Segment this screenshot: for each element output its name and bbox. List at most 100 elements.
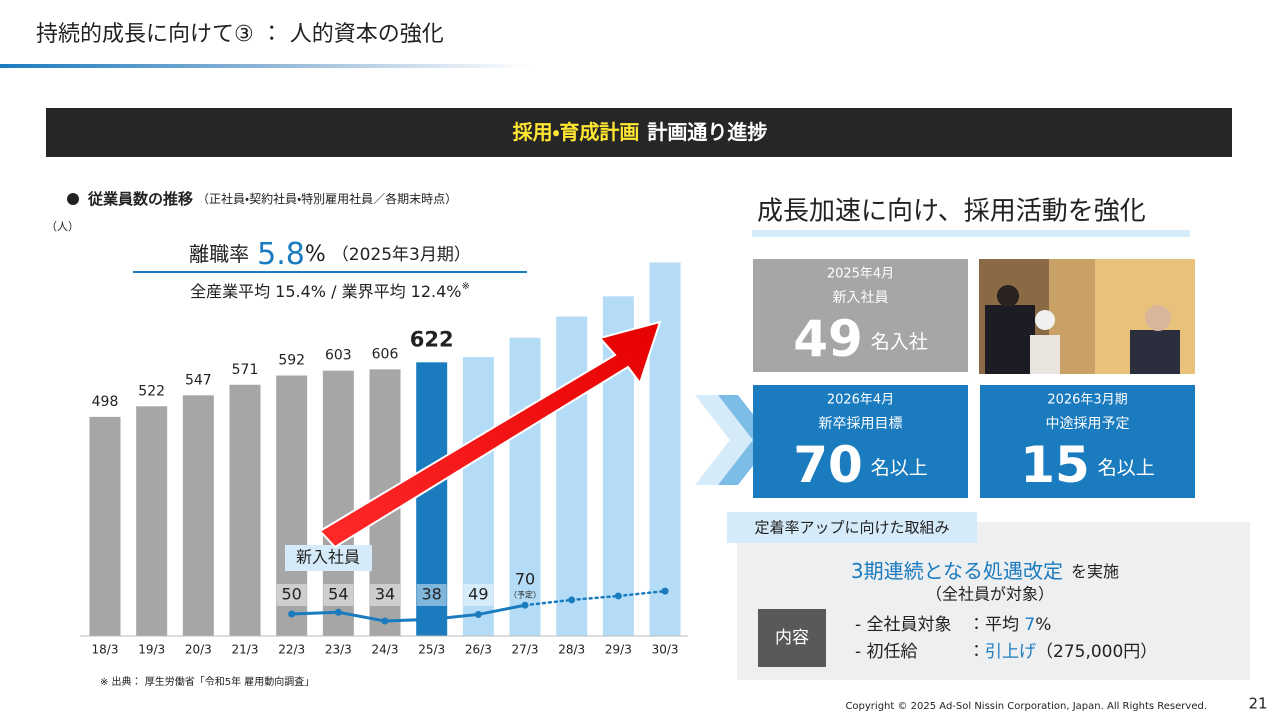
card-unit: 名以上 bbox=[871, 457, 928, 479]
bar-value-label: 571 bbox=[232, 362, 259, 378]
slide-title: 持続的成長に向けて③ ： 人的資本の強化 bbox=[36, 22, 444, 47]
line-point bbox=[334, 608, 342, 616]
item-name: - 全社員対象 bbox=[855, 615, 952, 635]
photo-podium bbox=[1030, 335, 1060, 374]
line-point bbox=[474, 610, 482, 618]
x-tick-label: 20/3 bbox=[185, 643, 212, 657]
line-segment bbox=[336, 610, 387, 623]
bar bbox=[416, 362, 448, 636]
item-detail: ：平均 7% bbox=[968, 615, 1051, 635]
series-label: 新入社員 bbox=[296, 548, 360, 567]
line-label-bg bbox=[370, 584, 401, 606]
recruiting-heading: 成長加速に向け、採用活動を強化 bbox=[757, 197, 1146, 227]
retention-rule bbox=[133, 271, 527, 273]
line-note: （予定） bbox=[509, 591, 541, 600]
banner-status: 計画通り進捗 bbox=[647, 120, 767, 144]
card-figure: 49 名入社 bbox=[793, 310, 928, 368]
line-point bbox=[381, 617, 389, 625]
retention-comparison: 全産業平均 15.4% / 業界平均 12.4% bbox=[190, 282, 461, 301]
card-period: 2026年3月期 bbox=[1047, 393, 1127, 408]
x-tick-label: 23/3 bbox=[325, 643, 352, 657]
item-part: 7 bbox=[1024, 615, 1035, 635]
item-part: （275,000円） bbox=[1036, 642, 1157, 662]
x-tick-label: 25/3 bbox=[418, 643, 445, 657]
bar-value-label: 622 bbox=[410, 327, 454, 351]
item-part: ： bbox=[968, 642, 985, 662]
card-label: 中途採用予定 bbox=[1046, 416, 1130, 432]
bar bbox=[556, 316, 588, 636]
bar bbox=[509, 337, 541, 636]
bar bbox=[229, 384, 261, 636]
card bbox=[980, 385, 1195, 498]
bar bbox=[649, 262, 681, 636]
copyright: Copyright © 2025 Ad-Sol Nissin Corporati… bbox=[845, 701, 1207, 712]
measures-tag-bg bbox=[727, 512, 977, 543]
item-part: ：平均 bbox=[968, 615, 1024, 635]
banner-text: 採用・育成計画 計画通り進捗 bbox=[513, 120, 768, 144]
series-label-bg bbox=[285, 545, 372, 571]
bar bbox=[89, 416, 121, 636]
item-name: - 初任給 bbox=[855, 642, 918, 662]
card-unit: 名入社 bbox=[871, 331, 928, 353]
photo-flowers bbox=[1035, 310, 1055, 330]
bullet bbox=[67, 193, 79, 205]
banner bbox=[46, 108, 1232, 157]
retention-value: 5.8 bbox=[257, 237, 305, 272]
x-tick-label: 18/3 bbox=[92, 643, 119, 657]
bar bbox=[136, 406, 168, 636]
item-part: % bbox=[1035, 615, 1051, 635]
line-point bbox=[614, 592, 622, 600]
line-label-bg bbox=[463, 584, 494, 606]
line-value-label: 38 bbox=[422, 585, 442, 604]
photo-head bbox=[1145, 305, 1171, 331]
x-tick-label: 29/3 bbox=[605, 643, 632, 657]
card-number: 70 bbox=[793, 436, 863, 494]
content-label-bg bbox=[758, 609, 826, 667]
y-unit: （人） bbox=[46, 220, 79, 233]
retention-comparison-line: 全産業平均 15.4% / 業界平均 12.4%※ bbox=[190, 281, 470, 301]
line-segment bbox=[523, 598, 573, 607]
card-unit: 名以上 bbox=[1098, 457, 1155, 479]
chevron bbox=[695, 395, 760, 485]
line-segment bbox=[570, 594, 620, 602]
item-part: 引上げ bbox=[985, 642, 1036, 662]
page-number: 21 bbox=[1248, 695, 1267, 713]
x-tick-label: 21/3 bbox=[232, 643, 259, 657]
line-value-label: 50 bbox=[282, 585, 302, 604]
photo-person bbox=[1130, 330, 1180, 374]
x-tick-label: 24/3 bbox=[372, 643, 399, 657]
source-note: ※ 出典： 厚生労働省「令和5年 雇用動向調査」 bbox=[100, 675, 314, 688]
card-label: 新卒採用目標 bbox=[819, 416, 903, 432]
bar bbox=[322, 370, 354, 636]
heading-rule bbox=[752, 230, 1190, 237]
bar-value-label: 547 bbox=[185, 372, 212, 388]
bar-value-label: 522 bbox=[138, 383, 165, 399]
line-value-label: 70 bbox=[515, 570, 535, 589]
photo bbox=[979, 259, 1195, 374]
line-segment bbox=[383, 617, 434, 623]
photo-head bbox=[997, 285, 1019, 307]
line-segment bbox=[290, 610, 340, 616]
card-label: 新入社員 bbox=[833, 290, 889, 306]
x-tick-label: 19/3 bbox=[138, 643, 165, 657]
line-value-label: 54 bbox=[328, 585, 348, 604]
card-figure: 70 名以上 bbox=[793, 436, 928, 494]
retention-period: （2025年3月期） bbox=[332, 245, 471, 265]
chart-subtitle: （正社員・契約社員・特別雇用社員／各期末時点） bbox=[197, 191, 457, 206]
line-value-label: 34 bbox=[375, 585, 395, 604]
retention-note-mark: ※ bbox=[462, 281, 470, 292]
bar-value-label: 592 bbox=[278, 353, 305, 369]
chart-title-line: 従業員数の推移 （正社員・契約社員・特別雇用社員／各期末時点） bbox=[87, 190, 457, 208]
line-value-label: 49 bbox=[468, 585, 488, 604]
card-number: 15 bbox=[1020, 436, 1090, 494]
x-tick-label: 30/3 bbox=[652, 643, 679, 657]
x-tick-label: 22/3 bbox=[278, 643, 305, 657]
bar bbox=[462, 357, 494, 636]
line-label-bg bbox=[323, 584, 354, 606]
x-tick-label: 26/3 bbox=[465, 643, 492, 657]
x-tick-label: 28/3 bbox=[558, 643, 585, 657]
bar-value-label: 603 bbox=[325, 348, 352, 364]
bar bbox=[276, 375, 308, 636]
